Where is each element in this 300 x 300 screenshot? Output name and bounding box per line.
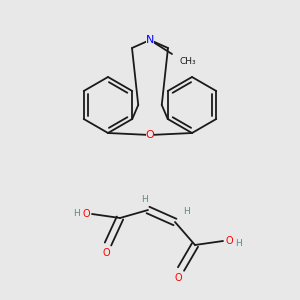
Text: O: O — [174, 273, 182, 283]
Text: H: H — [73, 209, 80, 218]
Text: O: O — [102, 248, 110, 258]
Text: H: H — [141, 196, 147, 205]
Text: CH₃: CH₃ — [179, 57, 196, 66]
Text: O: O — [146, 130, 154, 140]
Text: H: H — [235, 238, 242, 247]
Text: O: O — [82, 209, 90, 219]
Text: N: N — [146, 35, 154, 45]
Text: H: H — [184, 208, 190, 217]
Text: O: O — [226, 236, 234, 246]
